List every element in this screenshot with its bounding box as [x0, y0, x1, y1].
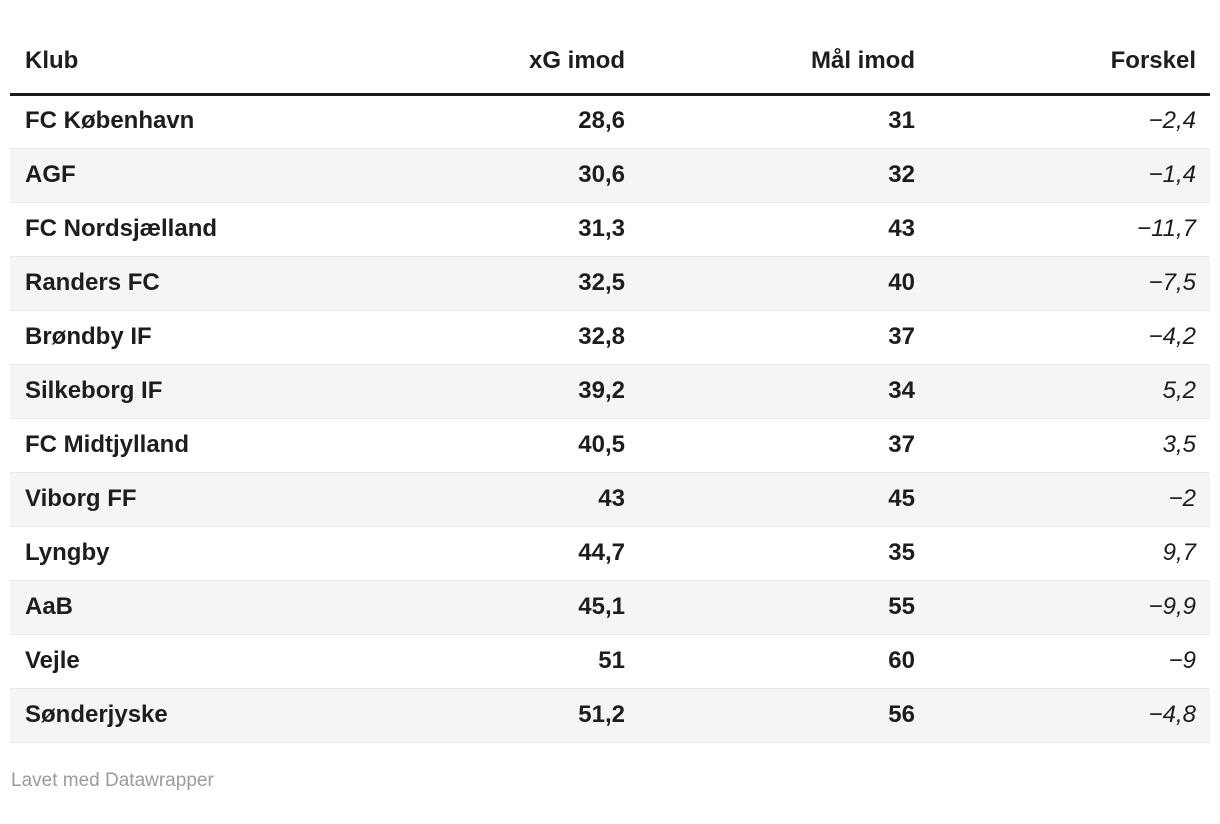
- header-row: Klub xG imod Mål imod Forskel: [10, 13, 1210, 96]
- table-row: Silkeborg IF 39,2 34 5,2: [10, 364, 1210, 419]
- column-header-forskel: Forskel: [929, 13, 1210, 96]
- cell-xg-imod: 32,5: [354, 256, 639, 311]
- column-header-klub: Klub: [10, 13, 354, 96]
- cell-maal-imod: 56: [639, 688, 929, 743]
- table-row: AaB 45,1 55 −9,9: [10, 580, 1210, 635]
- cell-xg-imod: 30,6: [354, 148, 639, 203]
- cell-forskel: −4,2: [929, 310, 1210, 365]
- attribution: Lavet med Datawrapper: [11, 770, 1210, 792]
- cell-xg-imod: 44,7: [354, 526, 639, 581]
- cell-forskel: 3,5: [929, 418, 1210, 473]
- table-row: Vejle 51 60 −9: [10, 634, 1210, 689]
- cell-maal-imod: 40: [639, 256, 929, 311]
- cell-xg-imod: 28,6: [354, 94, 639, 149]
- table-row: FC Midtjylland 40,5 37 3,5: [10, 418, 1210, 473]
- cell-maal-imod: 32: [639, 148, 929, 203]
- cell-klub: Randers FC: [10, 256, 354, 311]
- cell-xg-imod: 43: [354, 472, 639, 527]
- table-row: Viborg FF 43 45 −2: [10, 472, 1210, 527]
- cell-klub: FC Nordsjælland: [10, 202, 354, 257]
- cell-klub: FC Midtjylland: [10, 418, 354, 473]
- stats-table: Klub xG imod Mål imod Forskel FC Københa…: [10, 13, 1210, 743]
- cell-klub: Brøndby IF: [10, 310, 354, 365]
- cell-xg-imod: 51,2: [354, 688, 639, 743]
- table-row: AGF 30,6 32 −1,4: [10, 148, 1210, 203]
- cell-klub: Viborg FF: [10, 472, 354, 527]
- cell-maal-imod: 55: [639, 580, 929, 635]
- cell-klub: AaB: [10, 580, 354, 635]
- cell-forskel: 5,2: [929, 364, 1210, 419]
- cell-klub: Vejle: [10, 634, 354, 689]
- table-widget: Klub xG imod Mål imod Forskel FC Københa…: [10, 13, 1210, 792]
- cell-forskel: 9,7: [929, 526, 1210, 581]
- cell-forskel: −4,8: [929, 688, 1210, 743]
- cell-klub: Lyngby: [10, 526, 354, 581]
- cell-xg-imod: 40,5: [354, 418, 639, 473]
- cell-xg-imod: 32,8: [354, 310, 639, 365]
- cell-maal-imod: 45: [639, 472, 929, 527]
- cell-forskel: −7,5: [929, 256, 1210, 311]
- column-header-maal-imod: Mål imod: [639, 13, 929, 96]
- cell-forskel: −9,9: [929, 580, 1210, 635]
- table-body: FC København 28,6 31 −2,4 AGF 30,6 32 −1…: [10, 94, 1210, 743]
- table-row: Lyngby 44,7 35 9,7: [10, 526, 1210, 581]
- cell-maal-imod: 37: [639, 418, 929, 473]
- cell-klub: Sønderjyske: [10, 688, 354, 743]
- table-row: Brøndby IF 32,8 37 −4,2: [10, 310, 1210, 365]
- table-row: Sønderjyske 51,2 56 −4,8: [10, 688, 1210, 743]
- cell-maal-imod: 43: [639, 202, 929, 257]
- table-row: FC Nordsjælland 31,3 43 −11,7: [10, 202, 1210, 257]
- cell-klub: AGF: [10, 148, 354, 203]
- column-header-xg-imod: xG imod: [354, 13, 639, 96]
- cell-forskel: −2: [929, 472, 1210, 527]
- table-row: FC København 28,6 31 −2,4: [10, 94, 1210, 149]
- cell-maal-imod: 31: [639, 94, 929, 149]
- datawrapper-credit-link[interactable]: Lavet med Datawrapper: [11, 769, 214, 791]
- cell-forskel: −1,4: [929, 148, 1210, 203]
- table-row: Randers FC 32,5 40 −7,5: [10, 256, 1210, 311]
- cell-klub: Silkeborg IF: [10, 364, 354, 419]
- cell-xg-imod: 45,1: [354, 580, 639, 635]
- cell-xg-imod: 39,2: [354, 364, 639, 419]
- cell-xg-imod: 31,3: [354, 202, 639, 257]
- cell-maal-imod: 34: [639, 364, 929, 419]
- cell-klub: FC København: [10, 94, 354, 149]
- cell-forskel: −9: [929, 634, 1210, 689]
- cell-xg-imod: 51: [354, 634, 639, 689]
- cell-maal-imod: 35: [639, 526, 929, 581]
- cell-maal-imod: 60: [639, 634, 929, 689]
- cell-maal-imod: 37: [639, 310, 929, 365]
- cell-forskel: −2,4: [929, 94, 1210, 149]
- cell-forskel: −11,7: [929, 202, 1210, 257]
